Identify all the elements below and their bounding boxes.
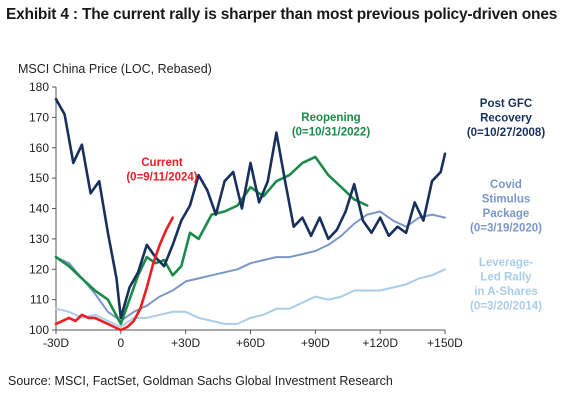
leverage-led-rally-line [55, 268, 446, 328]
post-gfc-recovery-label: (0=10/27/2008) [467, 127, 545, 139]
post-gfc-recovery-line [54, 97, 447, 320]
series-labels: Leverage- Led Rally in A-Shares (0=3/20/201… [126, 98, 545, 313]
y-axis-label: MSCI China Price (LOC, Rebased) [18, 62, 212, 76]
leverage-led-rally-label: Leverage- [479, 257, 534, 269]
reopening-label: (0=10/31/2022) [292, 127, 370, 139]
covid-stimulus-label: (0=3/19/2020) [470, 223, 542, 235]
x-tick-label: +90D [301, 336, 330, 350]
reopening-line [54, 155, 369, 326]
axes: 100 110 120 130 140 150 160 170 180 -30D 0 +30D +60D… [29, 80, 463, 350]
x-tick-label: -30D [43, 336, 69, 350]
x-tick-label: +60D [236, 336, 265, 350]
current-label: Current [141, 157, 183, 169]
leverage-led-rally-label: (0=3/20/2014) [470, 301, 542, 313]
x-tick-label: +120D [362, 336, 398, 350]
post-gfc-recovery-label: Post GFC [480, 98, 532, 110]
series-lines [54, 97, 447, 332]
reopening-label: Reopening [301, 112, 360, 124]
y-tick-label: 100 [29, 323, 49, 337]
source-note: Source: MSCI, FactSet, Goldman Sachs Glo… [8, 374, 393, 388]
y-tick-label: 150 [29, 171, 49, 185]
line-chart: 100 110 120 130 140 150 160 170 180 -30D 0 +30D +60D… [29, 80, 545, 350]
leverage-led-rally-label: in A-Shares [474, 286, 537, 298]
chart-title: Exhibit 4 : The current rally is sharper… [6, 6, 558, 23]
covid-stimulus-label: Package [483, 208, 530, 220]
y-tick-label: 120 [29, 262, 49, 276]
y-tick-label: 180 [29, 80, 49, 94]
current-line [54, 216, 174, 332]
x-tick-label: +150D [427, 336, 463, 350]
y-tick-label: 130 [29, 232, 49, 246]
leverage-led-rally-label: Led Rally [480, 272, 532, 284]
y-tick-label: 160 [29, 141, 49, 155]
covid-stimulus-label: Stimulus [482, 194, 531, 206]
current-label: (0=9/11/2024) [126, 172, 197, 184]
x-tick-label: 0 [117, 336, 124, 350]
post-gfc-recovery-label: Recovery [480, 113, 532, 125]
covid-stimulus-label: Covid [490, 179, 522, 191]
y-tick-label: 110 [30, 293, 49, 307]
y-tick-label: 170 [29, 110, 49, 124]
y-tick-label: 140 [29, 202, 49, 216]
x-tick-label: +30D [171, 336, 200, 350]
